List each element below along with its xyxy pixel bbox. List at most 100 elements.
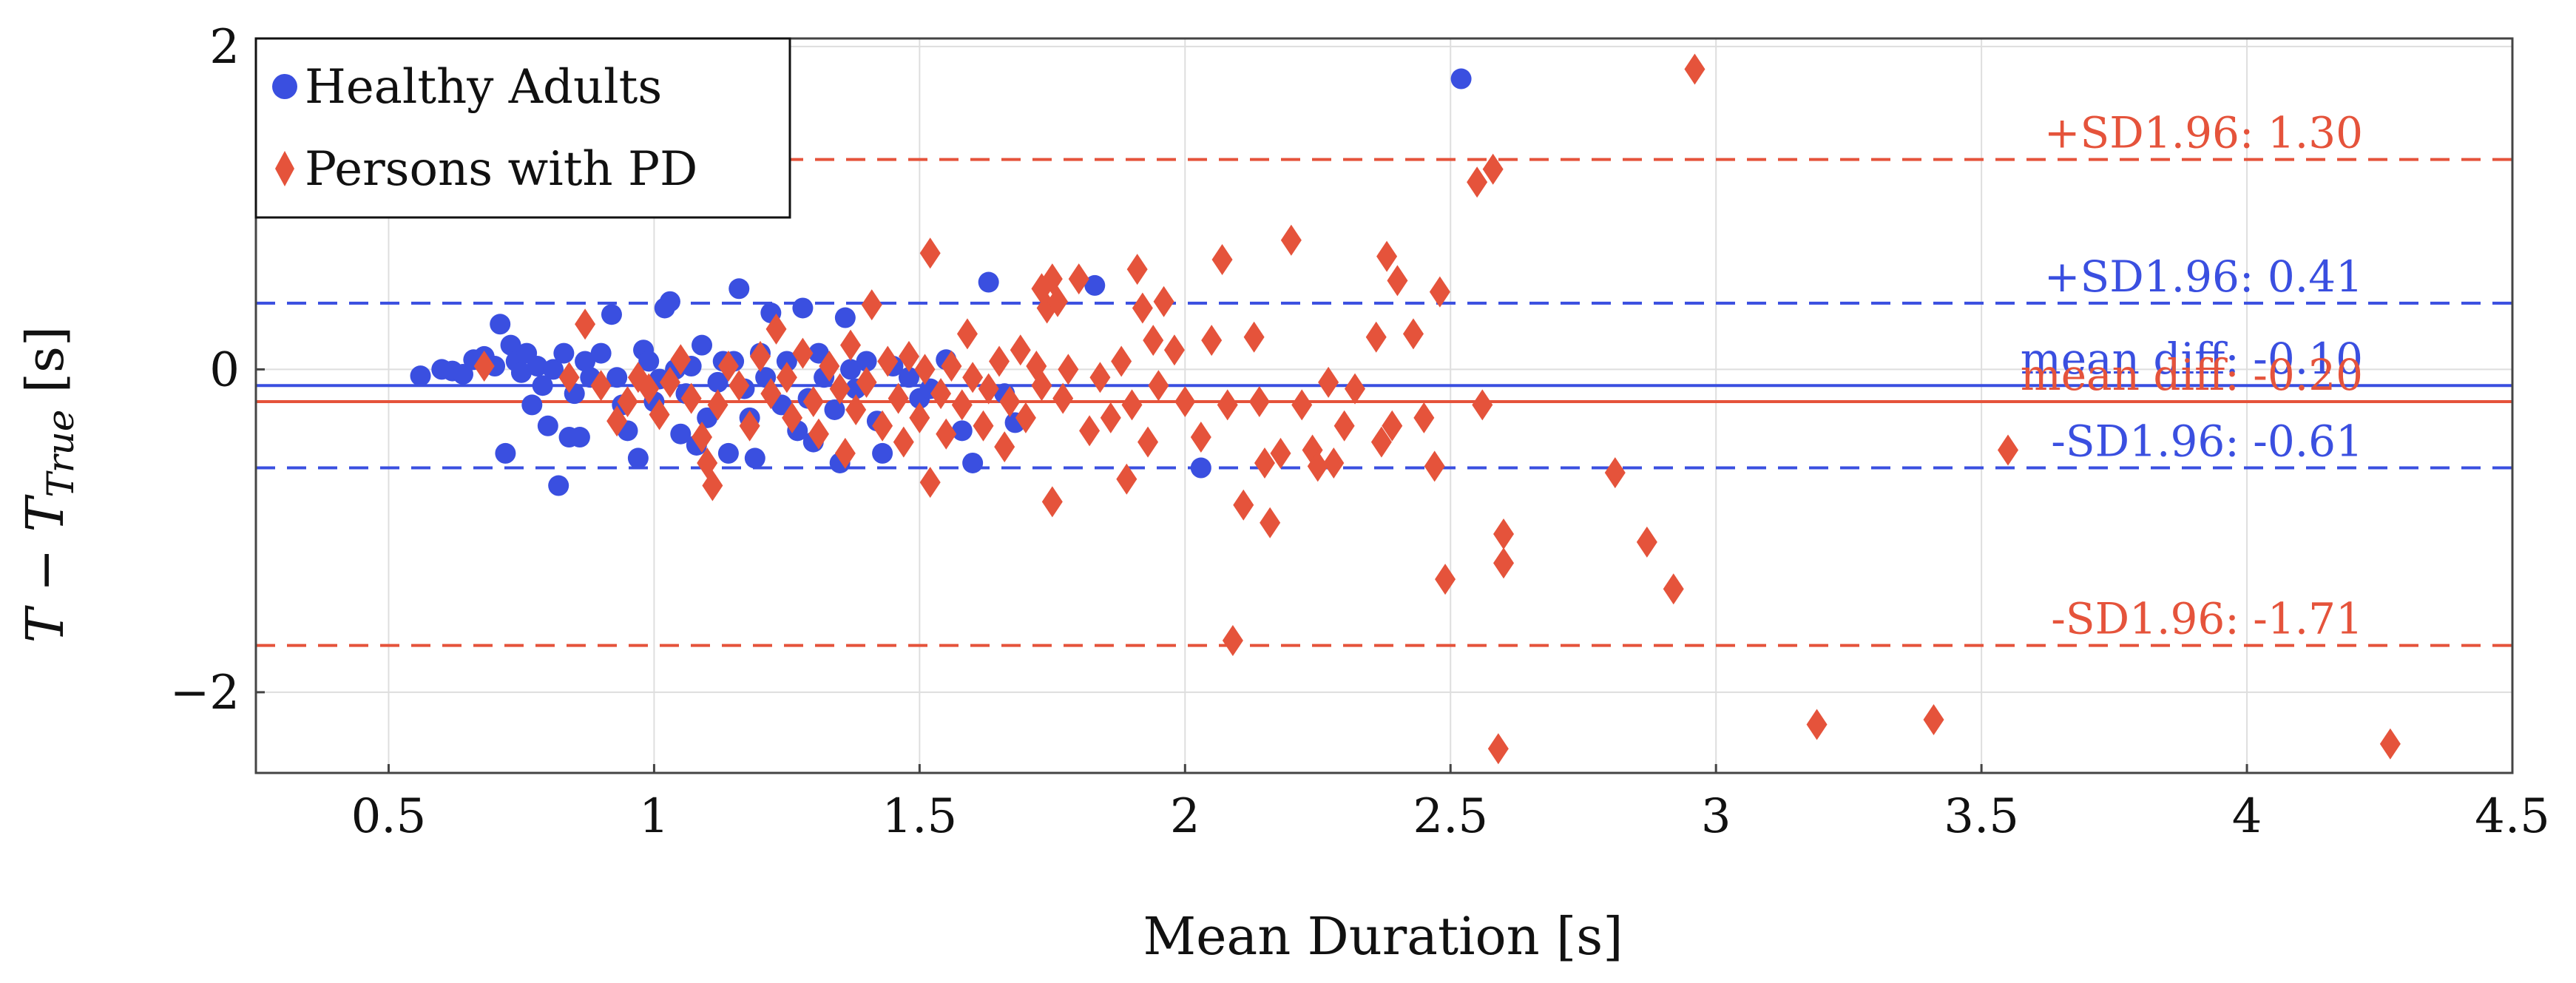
data-point-pd: [1015, 402, 1036, 433]
data-point-pd: [1121, 389, 1143, 421]
data-point-pd: [930, 378, 952, 410]
reference-lines: [256, 158, 2512, 647]
x-tick-label: 1.5: [882, 789, 957, 844]
data-point-pd: [872, 410, 893, 442]
data-point-healthy: [824, 399, 845, 420]
data-point-healthy: [532, 375, 553, 396]
data-point-pd: [1100, 402, 1121, 433]
data-point-healthy: [543, 359, 564, 380]
data-point-pd: [792, 337, 814, 369]
data-point-pd: [888, 382, 909, 414]
data-points: [410, 53, 2401, 765]
data-point-pd: [1233, 489, 1254, 521]
data-point-healthy: [627, 447, 649, 469]
data-point-pd: [670, 344, 692, 376]
data-point-pd: [834, 437, 856, 469]
data-point-pd: [765, 313, 787, 345]
data-point-pd: [919, 467, 941, 499]
data-point-pd: [1116, 463, 1137, 495]
data-point-pd: [1174, 386, 1196, 418]
data-point-healthy: [490, 314, 511, 335]
data-point-pd: [914, 354, 936, 385]
data-point-healthy: [537, 415, 558, 436]
data-point-pd: [2379, 728, 2401, 760]
data-point-pd: [999, 386, 1021, 418]
data-point-pd: [659, 366, 680, 398]
data-point-pd: [638, 373, 660, 405]
data-point-pd: [877, 345, 899, 377]
data-point-healthy: [856, 351, 877, 372]
data-point-pd: [1604, 457, 1626, 489]
x-tick-label: 1: [639, 789, 669, 844]
data-point-pd: [1089, 362, 1111, 393]
data-point-pd: [829, 373, 851, 405]
data-point-pd: [909, 402, 930, 433]
y-axis-label-sub: True: [39, 410, 82, 498]
data-point-pd: [1010, 334, 1031, 366]
data-point-healthy: [834, 307, 856, 328]
data-point-pd: [739, 410, 760, 442]
data-point-pd: [1370, 426, 1392, 458]
x-tick-label: 2.5: [1413, 789, 1488, 844]
data-point-healthy: [638, 351, 660, 372]
data-point-pd: [1402, 318, 1424, 350]
legend-marker-pd: [275, 151, 294, 186]
data-point-pd: [782, 402, 803, 433]
data-point-healthy: [898, 367, 919, 388]
data-point-healthy: [792, 297, 814, 319]
data-point-pd: [1111, 345, 1132, 377]
x-axis-label: Mean Duration [s]: [1143, 906, 1623, 967]
data-point-healthy: [601, 304, 622, 325]
data-point-pd: [1365, 321, 1387, 353]
data-point-healthy: [670, 423, 692, 445]
data-point-healthy: [692, 334, 713, 356]
data-point-pd: [1163, 334, 1185, 366]
data-point-pd: [1222, 625, 1243, 657]
data-point-pd: [1429, 276, 1450, 308]
data-point-pd: [1413, 402, 1435, 433]
data-point-pd: [617, 386, 638, 418]
data-point-pd: [840, 329, 862, 361]
data-point-healthy: [1084, 274, 1106, 296]
data-point-pd: [1482, 153, 1504, 185]
data-point-healthy: [500, 334, 521, 356]
data-point-pd: [861, 289, 882, 321]
data-point-pd: [1307, 450, 1328, 482]
data-point-pd: [1254, 447, 1275, 479]
data-point-pd: [1487, 733, 1509, 765]
data-point-pd: [1079, 415, 1101, 447]
data-point-pd: [1493, 518, 1515, 550]
x-tick-label: 4: [2232, 789, 2262, 844]
data-point-pd: [978, 373, 999, 405]
plot-frame: [254, 37, 2514, 774]
x-tick-label: 2: [1170, 789, 1200, 844]
data-point-healthy: [872, 442, 893, 464]
data-point-pd: [1126, 254, 1148, 286]
data-point-pd: [919, 237, 941, 269]
data-point-healthy: [569, 427, 590, 448]
data-point-healthy: [452, 363, 473, 385]
data-point-pd: [1153, 286, 1174, 317]
legend-label-pd: Persons with PD: [305, 142, 697, 197]
y-axis-label-main: T − T: [15, 494, 75, 643]
data-point-pd: [707, 389, 728, 421]
data-point-pd: [1052, 382, 1074, 414]
data-point-healthy: [1190, 457, 1211, 479]
data-point-pd: [994, 431, 1015, 463]
y-axis-label-unit: [s]: [15, 326, 75, 410]
data-point-pd: [1190, 422, 1211, 453]
data-point-pd: [649, 399, 670, 430]
data-point-pd: [1376, 240, 1398, 272]
data-point-pd: [473, 351, 495, 382]
data-point-healthy: [495, 442, 516, 464]
data-point-healthy: [659, 291, 680, 312]
reference-line-label: -SD1.96: -1.71: [2051, 594, 2363, 644]
data-point-pd: [1148, 370, 1169, 402]
x-tick-label: 0.5: [351, 789, 427, 844]
y-tick-label: 0: [209, 342, 240, 397]
data-point-pd: [1345, 373, 1366, 405]
data-point-pd: [1248, 386, 1270, 418]
legend-marker-healthy: [272, 74, 297, 99]
data-point-pd: [749, 340, 771, 372]
